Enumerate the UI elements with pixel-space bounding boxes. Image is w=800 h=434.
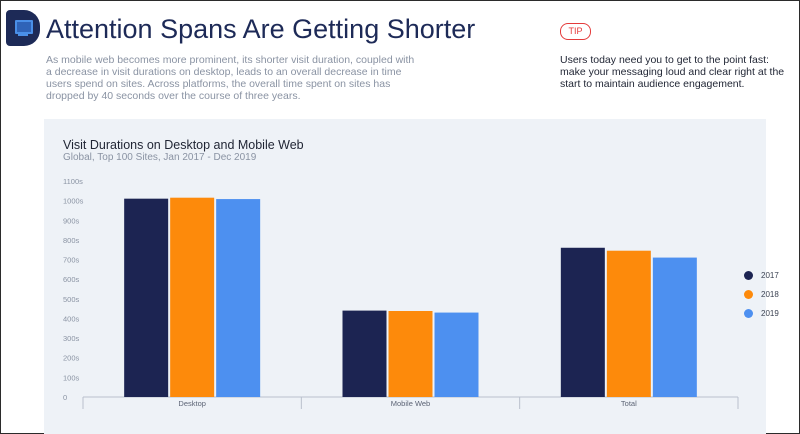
legend-swatch-2018: [744, 290, 753, 299]
chart-subtitle: Global, Top 100 Sites, Jan 2017 - Dec 20…: [63, 152, 257, 163]
legend-swatch-2017: [744, 271, 753, 280]
tip-text: Users today need you to get to the point…: [560, 54, 785, 90]
y-tick-label: 100s: [63, 373, 80, 382]
chart-title: Visit Durations on Desktop and Mobile We…: [63, 138, 304, 152]
y-tick-label: 400s: [63, 314, 80, 323]
bar-2017-desktop: [124, 198, 169, 397]
x-tick-label: Desktop: [178, 399, 206, 408]
intro-paragraph: As mobile web becomes more prominent, it…: [46, 54, 415, 102]
x-tick-label: Mobile Web: [391, 399, 430, 408]
bar-2019-total: [652, 257, 697, 397]
legend-swatch-2019: [744, 309, 753, 318]
legend-label-2019: 2019: [761, 309, 779, 318]
y-tick-label: 0: [63, 393, 67, 402]
y-tick-label: 600s: [63, 275, 80, 284]
tip-badge: TIP: [560, 23, 591, 40]
bar-2018-mobile-web: [388, 310, 433, 397]
y-tick-label: 500s: [63, 295, 80, 304]
bar-2019-desktop: [216, 199, 261, 397]
y-tick-label: 700s: [63, 256, 80, 265]
bar-2018-total: [606, 250, 651, 397]
bar-2019-mobile-web: [434, 312, 479, 397]
bar-2017-mobile-web: [342, 310, 387, 397]
bar-2017-total: [560, 247, 605, 397]
bar-2018-desktop: [170, 197, 215, 397]
desktop-monitor-icon: [6, 10, 40, 46]
x-tick-label: Total: [621, 399, 637, 408]
legend-label-2017: 2017: [761, 271, 779, 280]
y-tick-label: 1100s: [63, 177, 83, 186]
y-tick-label: 900s: [63, 216, 80, 225]
y-tick-label: 200s: [63, 354, 80, 363]
y-tick-label: 300s: [63, 334, 80, 343]
y-tick-label: 1000s: [63, 197, 84, 206]
page-title: Attention Spans Are Getting Shorter: [46, 14, 476, 44]
y-tick-label: 800s: [63, 236, 80, 245]
legend-label-2018: 2018: [761, 290, 779, 299]
